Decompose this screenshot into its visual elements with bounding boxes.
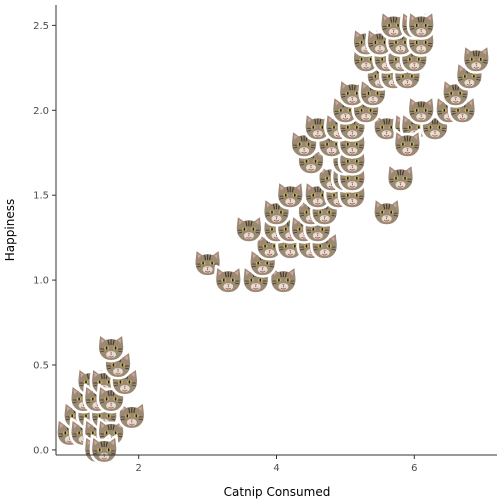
- cat-face-point-19: [213, 264, 243, 295]
- cat-face-point-57: [392, 128, 423, 159]
- cat-face-point-43: [385, 162, 416, 193]
- cat-face-point-17: [89, 434, 119, 465]
- cat-face-point-27: [234, 213, 264, 244]
- cat-face-point-70: [461, 43, 491, 74]
- cat-face-point-81: [406, 9, 436, 40]
- cat-face-point-42: [372, 196, 402, 227]
- y-tick-label: 0.0: [33, 445, 49, 456]
- cat-face-point-60: [406, 94, 436, 125]
- x-tick-label: 6: [411, 463, 417, 474]
- y-tick-label: 0.5: [33, 361, 49, 372]
- y-axis-title: Happiness: [3, 199, 17, 261]
- y-axis-ticks: 0.0 0.5 1.0 1.5 2.0 2.5: [33, 21, 56, 456]
- cat-face-point-15: [96, 332, 126, 363]
- y-tick-label: 1.0: [33, 276, 49, 287]
- x-axis-title: Catnip Consumed: [224, 485, 331, 499]
- y-tick-label: 2.0: [33, 106, 49, 117]
- data-points: [55, 9, 491, 465]
- x-tick-label: 2: [136, 463, 142, 474]
- x-axis-ticks: 2 4 6: [136, 455, 418, 474]
- cat-face-point-35: [275, 179, 305, 210]
- y-tick-label: 2.5: [33, 21, 49, 32]
- x-tick-label: 4: [273, 463, 279, 474]
- y-tick-label: 1.5: [33, 191, 49, 202]
